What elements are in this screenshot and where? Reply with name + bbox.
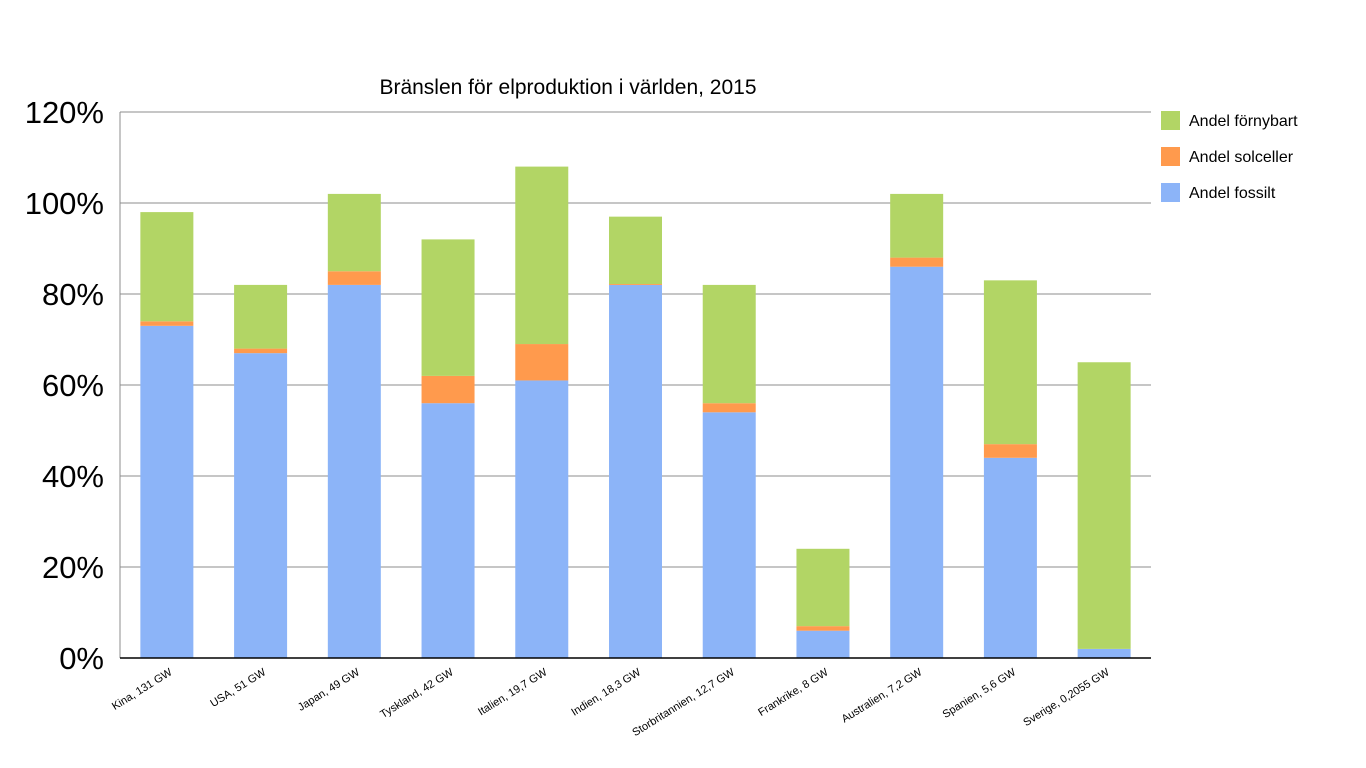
bar-segment-renewable: [983, 280, 1037, 445]
bar-segment-renewable: [515, 166, 569, 345]
legend-label: Andel fossilt: [1189, 185, 1276, 202]
bar-segment-fossil: [702, 412, 756, 658]
x-tick-label: Tyskland, 42 GW: [378, 666, 456, 721]
x-tick-label: Italien, 19,7 GW: [476, 666, 550, 718]
x-tick-label: Sverige, 0,2055 GW: [1021, 666, 1112, 729]
legend-swatch: [1161, 183, 1180, 202]
chart-title: Bränslen för elproduktion i världen, 201…: [379, 76, 756, 99]
bar-segment-renewable: [140, 212, 194, 322]
x-tick-label: Kina, 131 GW: [110, 666, 175, 713]
y-tick-label: 100%: [25, 186, 104, 221]
legend-swatch: [1161, 147, 1180, 166]
bar-segment-solar: [421, 375, 475, 404]
y-tick-label: 60%: [42, 368, 104, 403]
bar-segment-solar: [890, 257, 944, 267]
bar-segment-solar: [234, 348, 288, 354]
bar-segment-solar: [140, 321, 194, 326]
x-tick-label: Storbritannien, 12,7 GW: [630, 666, 737, 739]
bar-segment-fossil: [890, 266, 944, 658]
bar-segment-fossil: [140, 325, 194, 658]
legend: Andel förnybart Andel solceller Andel foss…: [1161, 111, 1298, 202]
bar-segment-fossil: [609, 284, 662, 658]
bar-segment-fossil: [983, 457, 1037, 658]
legend-swatch: [1161, 111, 1180, 130]
y-axis-tick-labels: 0% 20% 40% 60% 80% 100% 120%: [25, 95, 104, 676]
x-axis-tick-labels: Kina, 131 GW USA, 51 GW Japan, 49 GW Tyskla…: [110, 666, 1112, 739]
x-tick-label: Australien, 7,2 GW: [840, 666, 925, 725]
x-tick-label: Spanien, 5,6 GW: [941, 666, 1019, 721]
y-tick-label: 0%: [59, 641, 104, 676]
bar-segment-fossil: [421, 403, 475, 658]
bar-segment-solar: [327, 271, 381, 285]
bar-segment-fossil: [234, 353, 288, 658]
bar-segment-fossil: [796, 630, 850, 658]
bar-segment-solar: [702, 403, 756, 413]
legend-label: Andel solceller: [1189, 149, 1294, 166]
x-tick-label: USA, 51 GW: [208, 666, 268, 710]
bar-segment-renewable: [796, 548, 850, 627]
y-tick-label: 40%: [42, 459, 104, 494]
bar-segment-solar: [983, 444, 1037, 458]
bar-segment-solar: [609, 283, 662, 285]
bar-segment-renewable: [327, 193, 381, 272]
bar-segment-solar: [515, 344, 569, 381]
y-tick-label: 120%: [25, 95, 104, 130]
bar-segment-solar: [796, 626, 850, 631]
y-tick-label: 20%: [42, 550, 104, 585]
bar-segment-renewable: [890, 193, 944, 258]
bar-segment-renewable: [1077, 362, 1131, 649]
x-tick-label: Indien, 18,3 GW: [569, 666, 643, 719]
bar-segment-fossil: [515, 380, 569, 658]
bar-segment-fossil: [1077, 648, 1131, 658]
legend-label: Andel förnybart: [1189, 113, 1298, 130]
bar-segment-renewable: [609, 216, 662, 284]
axes: [119, 112, 1151, 659]
x-tick-label: Frankrike, 8 GW: [756, 666, 831, 719]
bar-segment-renewable: [234, 284, 288, 349]
bars: [140, 166, 1131, 658]
x-tick-label: Japan, 49 GW: [296, 666, 363, 714]
y-tick-label: 80%: [42, 277, 104, 312]
bar-segment-renewable: [702, 284, 756, 404]
bar-segment-fossil: [327, 284, 381, 658]
bar-segment-renewable: [421, 239, 475, 376]
